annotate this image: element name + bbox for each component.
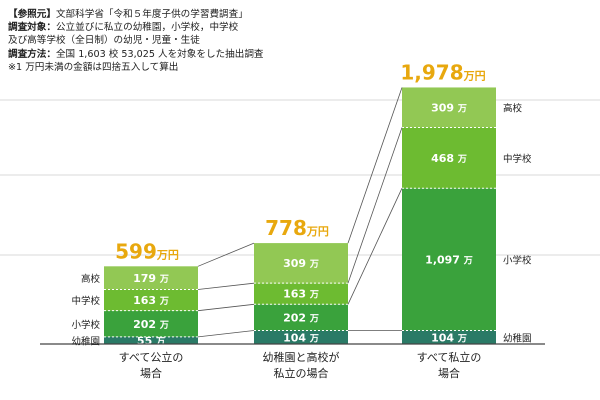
value-label-3-kinder: 104 万 [431, 331, 467, 344]
bar-3-elementary [402, 188, 496, 331]
category-label-3-line-1: すべて私立の [417, 350, 482, 364]
connector-2-3-3 [347, 127, 403, 284]
category-label-1-line-1: すべて公立の [119, 350, 184, 364]
source-note: 【参照元】文部科学省「令和５年度子供の学習費調査」 調査対象：公立並びに私立の幼… [8, 8, 264, 74]
connector-1-2-3 [197, 282, 255, 290]
value-label-1-elementary: 202 万 [133, 318, 169, 331]
category-label-2-line-1: 幼稚園と高校が [263, 350, 340, 364]
segment-name-left-high: 高校 [81, 273, 101, 285]
connector-2-3-4 [347, 87, 403, 244]
value-label-1-high: 179 万 [133, 272, 169, 285]
connector-1-2-2 [197, 303, 255, 312]
total-label-3: 1,978万円 [400, 60, 485, 84]
bar-1-kinder [104, 336, 198, 344]
connector-2-3-2 [347, 188, 403, 305]
segment-name-right-high: 高校 [503, 102, 523, 114]
total-label-1: 599万円 [115, 239, 179, 263]
value-label-1-junior: 163 万 [133, 294, 169, 307]
category-label-1-line-2: 場合 [140, 366, 162, 380]
total-label-2: 778万円 [265, 216, 329, 240]
bar-1-high [104, 266, 198, 290]
value-label-3-high: 309 万 [431, 101, 467, 114]
segment-name-right-elementary: 小学校 [503, 254, 532, 266]
category-label-2-line-2: 私立の場合 [274, 366, 329, 380]
note-line-rounding: ※1 万円未満の金額は四捨五入して算出 [8, 61, 179, 73]
bar-2-elementary [254, 304, 348, 331]
value-label-2-elementary: 202 万 [283, 311, 319, 324]
value-label-2-junior: 163 万 [283, 288, 319, 301]
bar-2-junior [254, 283, 348, 305]
segment-name-left-kinder: 幼稚園 [71, 335, 100, 347]
segment-name-left-junior: 中学校 [71, 295, 100, 307]
bar-3-high [402, 87, 496, 128]
value-label-2-kinder: 104 万 [283, 331, 319, 344]
bar-1-junior [104, 289, 198, 311]
connector-1-2-4 [197, 242, 255, 267]
segment-name-right-junior: 中学校 [503, 153, 532, 165]
value-label-3-junior: 468 万 [431, 152, 467, 165]
note-line-target: 調査対象：公立並びに私立の幼稚園，小学校，中学校 [8, 22, 239, 34]
bar-3-junior [402, 127, 496, 189]
segment-name-right-kinder: 幼稚園 [503, 332, 532, 344]
bar-2-high [254, 243, 348, 284]
bar-3-kinder [402, 330, 496, 344]
category-label-3-line-2: 場合 [438, 366, 460, 380]
connector-1-2-1 [197, 330, 255, 338]
bar-1-elementary [104, 310, 198, 337]
note-line-target-cont: 及び高等学校（全日制）の幼児・児童・生徒 [8, 35, 200, 47]
value-label-2-high: 309 万 [283, 257, 319, 270]
value-label-3-elementary: 1,097 万 [425, 253, 473, 266]
bar-2-kinder [254, 330, 348, 344]
note-line-method: 調査方法：全国 1,603 校 53,025 人を対象をした抽出調査 [8, 48, 264, 60]
note-line-source: 【参照元】文部科学省「令和５年度子供の学習費調査」 [8, 9, 248, 20]
segment-name-left-elementary: 小学校 [71, 319, 100, 331]
